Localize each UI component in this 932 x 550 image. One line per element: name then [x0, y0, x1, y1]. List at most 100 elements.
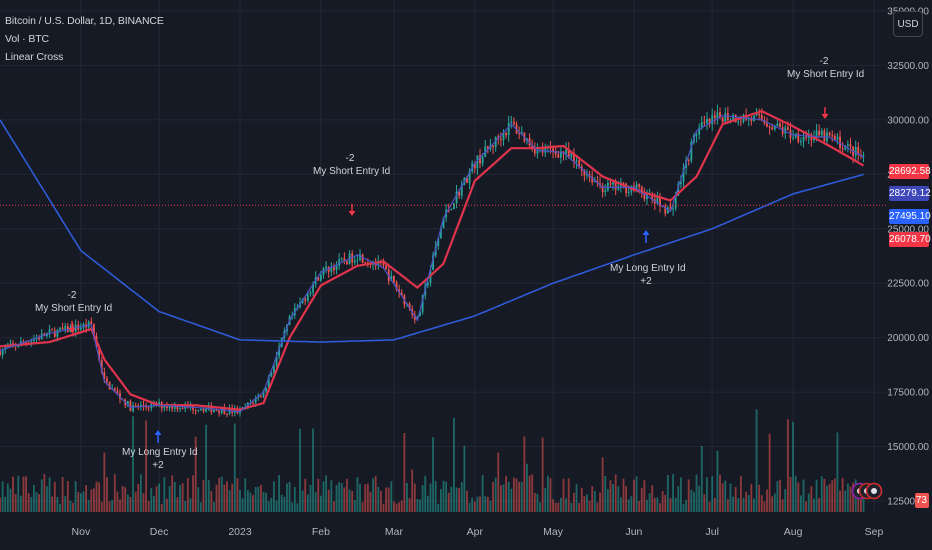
volume-bar: [753, 498, 755, 512]
candle-body: [651, 193, 654, 200]
volume-bar: [536, 493, 539, 512]
volume-bar: [802, 479, 805, 512]
volume-bar: [794, 475, 797, 512]
volume-bar: [197, 487, 200, 512]
price-axis: 35000.0032500.0030000.0027500.0025000.00…: [887, 0, 932, 550]
volume-bar: [445, 481, 448, 512]
volume-bar: [818, 498, 821, 512]
candle-body: [593, 180, 596, 183]
volume-bar: [523, 436, 526, 512]
candle-body: [106, 378, 108, 382]
candle-body: [265, 387, 268, 392]
candle-body: [199, 409, 202, 411]
candle-body: [700, 122, 703, 128]
volume-bar: [259, 484, 262, 512]
volume-bar: [570, 502, 573, 512]
candle-body: [218, 410, 221, 413]
volume-bar: [51, 496, 54, 512]
candle-body: [173, 405, 176, 409]
volume-bar: [583, 496, 586, 512]
volume-bar: [557, 502, 560, 512]
candle-body: [679, 181, 682, 185]
volume-bar: [361, 502, 364, 512]
short-entry-qty: -2: [67, 290, 77, 301]
volume-bar: [379, 490, 382, 512]
volume-bar: [706, 477, 708, 512]
volume-bar: [633, 479, 635, 512]
volume-bar: [604, 476, 607, 512]
volume-bar: [158, 483, 161, 512]
candle-body: [408, 303, 411, 309]
candle-body: [739, 121, 742, 123]
ma-line-1: [0, 114, 864, 413]
volume-bar: [74, 481, 77, 512]
volume-bar: [66, 480, 69, 512]
volume-bar: [327, 489, 330, 512]
time-tick-label: Mar: [385, 526, 404, 538]
volume-bar: [426, 495, 429, 512]
candle-body: [460, 185, 463, 196]
candle-body: [473, 163, 476, 169]
candle-body: [666, 207, 669, 214]
volume-bar: [278, 474, 281, 512]
candle-body: [346, 261, 348, 264]
candle-body: [325, 266, 328, 269]
volume-bar: [805, 501, 808, 512]
candle-body: [166, 406, 168, 408]
volume-bar: [776, 480, 779, 512]
currency-button[interactable]: USD: [893, 11, 923, 37]
volume-bar: [265, 492, 268, 512]
volume-bar: [210, 491, 213, 512]
volume-bar: [513, 477, 515, 512]
candle-body: [779, 123, 781, 128]
volume-bar: [82, 491, 85, 512]
volume-bar: [421, 485, 424, 512]
volume-bar: [638, 500, 641, 512]
volume-bar: [781, 499, 784, 512]
volume-bar: [301, 490, 304, 512]
candle-body: [786, 127, 789, 130]
volume-bar: [549, 478, 552, 512]
candle-body: [343, 258, 346, 262]
volume-indicator-label[interactable]: Vol · BTC: [5, 33, 50, 45]
volume-bar: [661, 491, 664, 512]
candle-body: [690, 141, 693, 161]
volume-bar: [492, 482, 494, 512]
candle-body: [841, 148, 844, 150]
volume-bar: [79, 493, 82, 512]
candle-body: [25, 342, 28, 344]
candle-body: [426, 282, 429, 286]
strategy-label[interactable]: Linear Cross: [5, 51, 64, 63]
volume-bar: [374, 475, 377, 512]
volume-bar: [369, 491, 372, 512]
volume-bar: [559, 497, 562, 512]
candle-body: [163, 406, 166, 409]
candle-body: [643, 193, 646, 199]
candle-body: [359, 254, 361, 260]
candle-body: [421, 295, 424, 312]
candle-body: [361, 254, 364, 263]
candle-body: [737, 121, 740, 123]
candle-body: [565, 149, 568, 154]
candle-body: [278, 347, 281, 357]
short-entry-text: My Short Entry Id: [787, 69, 865, 80]
candle-body: [570, 153, 573, 158]
candle-body: [520, 132, 523, 134]
candle-body: [61, 327, 64, 330]
candle-body: [557, 154, 560, 158]
candle-body: [48, 329, 51, 334]
volume-bar: [398, 502, 401, 512]
volume-bar: [799, 495, 802, 512]
candle-body: [533, 148, 536, 154]
volume-bar: [539, 502, 541, 512]
volume-bar: [30, 497, 33, 512]
volume-bar: [497, 452, 500, 512]
volume-bar: [286, 483, 288, 512]
volume-bar: [387, 487, 390, 512]
volume-bar: [103, 452, 106, 512]
volume-bar: [6, 483, 9, 512]
volume-bar: [458, 488, 461, 512]
candle-body: [797, 133, 800, 142]
candle-body: [862, 154, 865, 156]
